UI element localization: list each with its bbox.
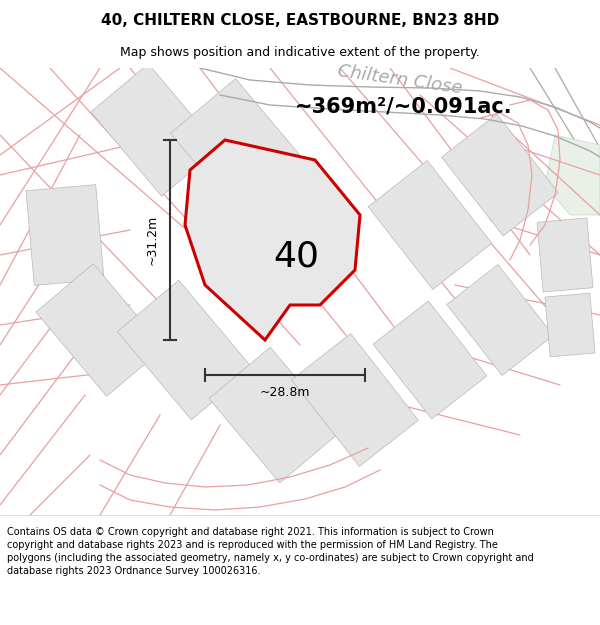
Polygon shape bbox=[442, 114, 559, 236]
Polygon shape bbox=[170, 79, 310, 221]
Polygon shape bbox=[373, 301, 487, 419]
Polygon shape bbox=[91, 64, 219, 196]
Text: ~28.8m: ~28.8m bbox=[260, 386, 310, 399]
Text: 40, CHILTERN CLOSE, EASTBOURNE, BN23 8HD: 40, CHILTERN CLOSE, EASTBOURNE, BN23 8HD bbox=[101, 12, 499, 28]
Polygon shape bbox=[368, 161, 492, 289]
Polygon shape bbox=[537, 218, 593, 292]
Text: ~31.2m: ~31.2m bbox=[146, 215, 158, 265]
Text: Map shows position and indicative extent of the property.: Map shows position and indicative extent… bbox=[120, 46, 480, 59]
Polygon shape bbox=[446, 264, 553, 376]
Polygon shape bbox=[545, 135, 600, 215]
Text: Chiltern Close: Chiltern Close bbox=[337, 62, 464, 98]
Text: ~369m²/~0.091ac.: ~369m²/~0.091ac. bbox=[295, 97, 512, 117]
Text: 40: 40 bbox=[273, 239, 319, 274]
Polygon shape bbox=[209, 347, 341, 483]
Polygon shape bbox=[292, 334, 418, 466]
Polygon shape bbox=[26, 184, 104, 286]
Polygon shape bbox=[545, 293, 595, 357]
Polygon shape bbox=[185, 140, 360, 340]
Polygon shape bbox=[36, 264, 164, 396]
Text: Contains OS data © Crown copyright and database right 2021. This information is : Contains OS data © Crown copyright and d… bbox=[7, 527, 534, 576]
Polygon shape bbox=[118, 280, 253, 420]
